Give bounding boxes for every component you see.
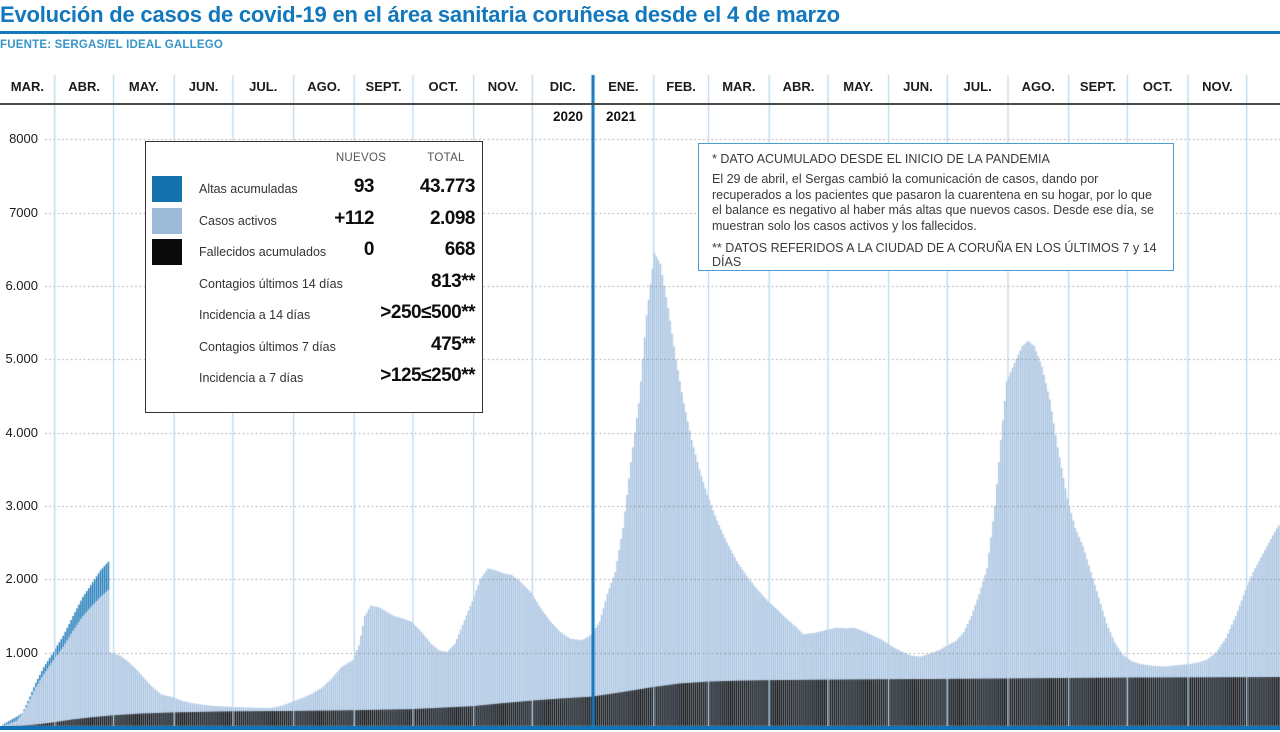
legend-row-label: Fallecidos acumulados — [199, 245, 327, 259]
legend-total-value: >250≤500** — [380, 302, 475, 323]
legend-row-label: Casos activos — [199, 213, 277, 228]
y-axis-label: 4.000 — [5, 424, 38, 440]
legend-swatch — [152, 239, 182, 265]
month-label: JUL. — [963, 79, 992, 94]
legend-total-value: 2.098 — [429, 207, 476, 229]
month-label: MAY. — [843, 79, 874, 94]
month-label: ABR. — [68, 79, 101, 94]
legend-total-value: >125≤250** — [380, 365, 475, 386]
legend-total-value: 668 — [444, 239, 476, 260]
y-axis-label: 6.000 — [5, 277, 38, 293]
month-label: SEPT. — [1079, 79, 1117, 94]
month-label: MAR. — [722, 79, 756, 94]
y-axis-label: 1.000 — [5, 644, 38, 660]
legend-row-label: Incidencia a 7 días — [199, 371, 304, 385]
month-label: JUN. — [903, 79, 933, 94]
legend-nuevos-value: 93 — [353, 176, 375, 197]
legend-row-label: Contagios últimos 7 días — [199, 339, 336, 354]
legend-row: Casos activos +112 2.098 — [146, 207, 482, 236]
month-label: AGO. — [1021, 79, 1055, 94]
footnote-panel: * DATO ACUMULADO DESDE EL INICIO DE LA P… — [698, 143, 1174, 271]
month-label: JUL. — [249, 79, 278, 94]
legend-total-value: 43.773 — [419, 176, 476, 197]
x-axis-line — [0, 726, 1280, 730]
legend-row: Altas acumuladas 93 43.773 — [146, 176, 482, 204]
legend-swatch — [152, 176, 182, 202]
legend-row: Incidencia a 14 días >250≤500** — [146, 302, 482, 330]
source-label: FUENTE: SERGAS/EL IDEAL GALLEGO — [0, 39, 224, 51]
footnote-double-asterisk-line: ** DATOS REFERIDOS A LA CIUDAD DE A CORU… — [712, 240, 1157, 269]
legend-row-label: Contagios últimos 14 días — [199, 276, 343, 291]
month-label: OCT. — [428, 79, 459, 94]
y-axis-label: 7000 — [9, 204, 38, 220]
month-label: ENE. — [608, 79, 639, 94]
legend-swatch — [152, 207, 182, 234]
legend-panel: NUEVOS TOTAL Altas acumuladas 93 43.773 Cas… — [145, 141, 483, 413]
month-label: DIC. — [549, 79, 576, 94]
month-label: NOV. — [1202, 79, 1233, 94]
y-axis-label: 2.000 — [5, 571, 38, 587]
y-axis-label: 5.000 — [5, 351, 38, 367]
y-axis-label: 8000 — [9, 131, 38, 147]
title-underline — [0, 31, 1280, 34]
month-label: ABR. — [782, 79, 815, 94]
legend-nuevos-value: 0 — [363, 239, 375, 260]
month-label: AGO. — [307, 79, 341, 94]
legend-total-value: 475** — [431, 333, 476, 355]
y-axis-label: 3.000 — [5, 497, 38, 513]
legend-col-total: TOTAL — [427, 152, 465, 164]
year-label-2020: 2020 — [552, 109, 583, 124]
legend-row: Contagios últimos 7 días 475** — [146, 334, 482, 362]
legend-row-label: Incidencia a 14 días — [199, 308, 311, 322]
legend-row: Contagios últimos 14 días 813** — [146, 271, 482, 299]
month-axis-line — [0, 103, 1280, 105]
footnote-asterisk-line: * DATO ACUMULADO DESDE EL INICIO DE LA P… — [712, 152, 1050, 166]
legend-row: Incidencia a 7 días >125≤250** — [146, 365, 482, 393]
month-label: SEPT. — [365, 79, 402, 94]
month-label: MAY. — [128, 79, 159, 94]
legend-row-label: Altas acumuladas — [199, 182, 298, 196]
page-title: Evolución de casos de covid-19 en el áre… — [0, 2, 840, 27]
month-label: NOV. — [487, 79, 519, 94]
month-label: JUN. — [188, 79, 219, 94]
month-label: MAR. — [10, 79, 44, 94]
footnote-body: El 29 de abril, el Sergas cambió la comu… — [712, 172, 1154, 233]
legend-nuevos-value: +112 — [334, 207, 374, 229]
month-label: OCT. — [1142, 79, 1173, 94]
legend-row: Fallecidos acumulados 0 668 — [146, 239, 482, 267]
legend-col-nuevos: NUEVOS — [335, 152, 387, 164]
legend-total-value: 813** — [431, 270, 476, 292]
month-label: FEB. — [666, 79, 696, 94]
year-label-2021: 2021 — [606, 109, 637, 124]
